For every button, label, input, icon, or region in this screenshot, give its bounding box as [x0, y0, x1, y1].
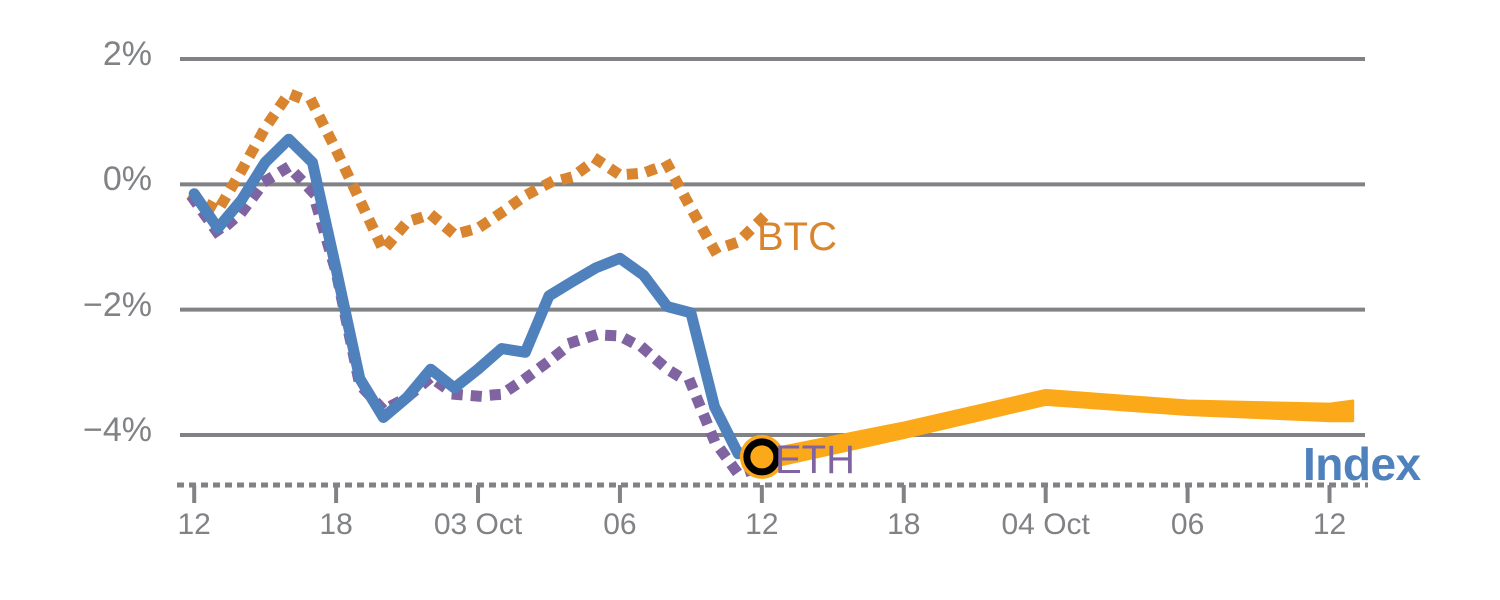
x-tick-label-0: 12	[177, 508, 211, 541]
y-tick-label-3: −4%	[83, 411, 152, 449]
gridlines-group	[180, 57, 1365, 437]
x-tick-label-2: 03 Oct	[433, 508, 523, 541]
series-line-index	[188, 133, 768, 460]
y-tick-label-1: 0%	[102, 160, 152, 199]
eth-series-label: ETH	[775, 438, 855, 482]
btc-series-label: BTC	[757, 215, 837, 259]
x-tick-label-3: 06	[603, 508, 637, 541]
x-axis-ticks	[192, 485, 1332, 503]
endpoint-markers-group	[739, 434, 784, 479]
index-series-label: Index	[1303, 438, 1421, 490]
x-tick-label-4: 12	[745, 508, 779, 541]
x-tick-label-6: 04 Oct	[1001, 508, 1090, 541]
x-tick-label-5: 18	[887, 508, 921, 541]
series-line-btc	[186, 87, 770, 256]
forecast-band-series	[760, 388, 1355, 471]
x-tick-label-7: 06	[1170, 508, 1205, 541]
y-tick-label-2: −2%	[83, 285, 152, 324]
x-tick-label-8: 12	[1312, 508, 1347, 541]
x-tick-label-1: 18	[319, 508, 353, 541]
eth-endpoint-marker-ring	[743, 438, 781, 476]
data-series-group	[186, 87, 770, 480]
y-tick-label-0: 2%	[102, 35, 152, 73]
series-line-eth	[186, 161, 769, 480]
forecast-band	[760, 388, 1355, 471]
